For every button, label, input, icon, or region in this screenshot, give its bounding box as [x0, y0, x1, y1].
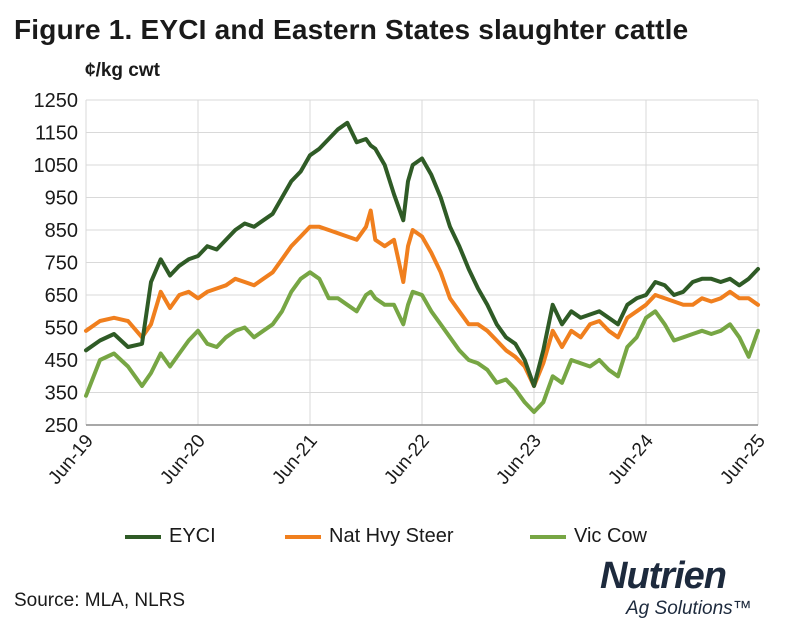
x-tick-label: Jun-25 [716, 431, 769, 489]
chart-legend: EYCI Nat Hvy Steer Vic Cow [0, 525, 800, 555]
legend-swatch-eyci [125, 534, 161, 539]
legend-swatch-nat-hvy-steer [285, 534, 321, 539]
x-tick-label: Jun-20 [156, 431, 209, 489]
y-tick-label: 950 [45, 188, 78, 210]
x-tick-label: Jun-21 [268, 431, 321, 489]
legend-item-vic-cow: Vic Cow [530, 525, 647, 548]
series-line-nat-hvy-steer [84, 208, 760, 388]
y-tick-label: 1050 [34, 155, 79, 177]
y-axis-ticks: 250 350 450 550 650 750 850 950 1050 1150 1250 [34, 90, 79, 437]
legend-item-nat-hvy-steer: Nat Hvy Steer [285, 525, 453, 548]
y-tick-label: 250 [45, 415, 78, 437]
legend-label-nat-hvy-steer: Nat Hvy Steer [329, 525, 454, 547]
x-tick-label: Jun-23 [492, 431, 545, 489]
chart-title: Figure 1. EYCI and Eastern States slaugh… [14, 14, 689, 45]
series-lines [84, 120, 760, 414]
series-line-eyci [84, 120, 760, 388]
y-tick-label: 550 [45, 318, 78, 340]
y-tick-label: 1250 [34, 90, 79, 112]
y-axis-unit-label: ¢/kg cwt [85, 60, 160, 81]
gridlines [85, 99, 759, 426]
line-chart: 250 350 450 550 650 750 850 950 1050 1150 1250 Jun… [34, 90, 770, 489]
source-note: Source: MLA, NLRS [14, 590, 186, 611]
x-tick-label: Jun-22 [380, 431, 433, 489]
legend-label-vic-cow: Vic Cow [574, 525, 647, 547]
nutrien-logo: Nutrien Ag Solutions™ [600, 555, 795, 625]
legend-item-eyci: EYCI [125, 525, 216, 548]
x-axis-ticks: Jun-19 Jun-20 Jun-21 Jun-22 Jun-23 Jun-24 Jun-… [44, 430, 769, 488]
series-line-vic-cow [84, 270, 760, 414]
y-tick-label: 350 [45, 383, 78, 405]
x-tick-label: Jun-19 [44, 431, 97, 489]
y-tick-label: 450 [45, 350, 78, 372]
y-tick-label: 850 [45, 220, 78, 242]
legend-swatch-vic-cow [530, 534, 566, 539]
y-tick-label: 650 [45, 285, 78, 307]
y-tick-label: 750 [45, 253, 78, 275]
x-tick-label: Jun-24 [604, 430, 658, 488]
y-tick-label: 1150 [35, 123, 78, 145]
logo-subtitle: Ag Solutions™ [626, 598, 752, 619]
logo-wordmark: Nutrien [600, 555, 727, 597]
legend-label-eyci: EYCI [169, 525, 216, 547]
